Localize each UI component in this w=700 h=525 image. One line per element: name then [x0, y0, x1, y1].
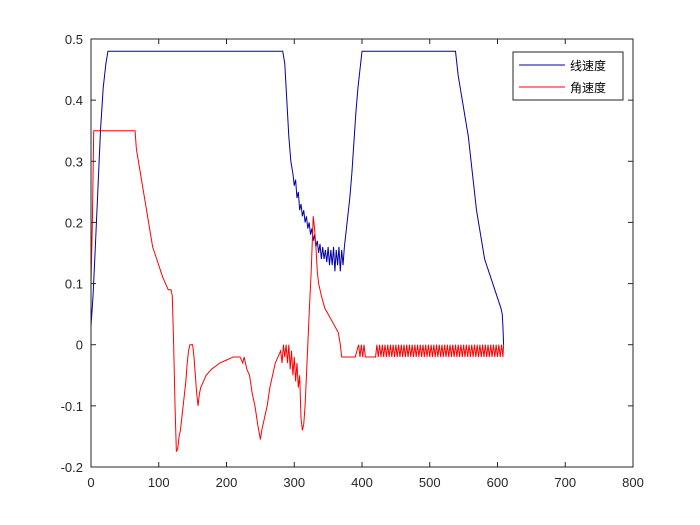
plot-area: [91, 39, 633, 467]
y-tick-label: 0: [76, 338, 83, 353]
series-line-linear-velocity: [90, 50, 505, 345]
x-tick-label: 400: [351, 475, 373, 490]
x-tick-label: 200: [216, 475, 238, 490]
legend-label: 角速度: [570, 80, 606, 95]
x-tick-label: 0: [87, 475, 94, 490]
y-tick-label: 0.2: [65, 215, 83, 230]
legend-box: [512, 51, 624, 101]
y-tick-label: 0.4: [65, 93, 83, 108]
y-tick-label: 0.3: [65, 154, 83, 169]
x-tick-label: 500: [419, 475, 441, 490]
x-tick-label: 700: [554, 475, 576, 490]
y-tick-label: 0.1: [65, 277, 83, 292]
plot-background: [91, 39, 633, 467]
x-tick-label: 100: [148, 475, 170, 490]
y-tick-label: -0.1: [61, 399, 83, 414]
y-tick-label: -0.2: [61, 460, 83, 475]
x-tick-label: 800: [622, 475, 644, 490]
legend-label: 线速度: [570, 58, 606, 73]
series-line-angular-velocity: [90, 130, 505, 452]
x-tick-label: 300: [283, 475, 305, 490]
y-tick-label: 0.5: [65, 32, 83, 47]
axes-layer: 0 100 200 300 400 500 600 700 800 -0.2 -0.1 0 0.1 0.2…: [61, 32, 644, 490]
series-layer: [90, 50, 505, 452]
x-tick-label: 600: [487, 475, 509, 490]
